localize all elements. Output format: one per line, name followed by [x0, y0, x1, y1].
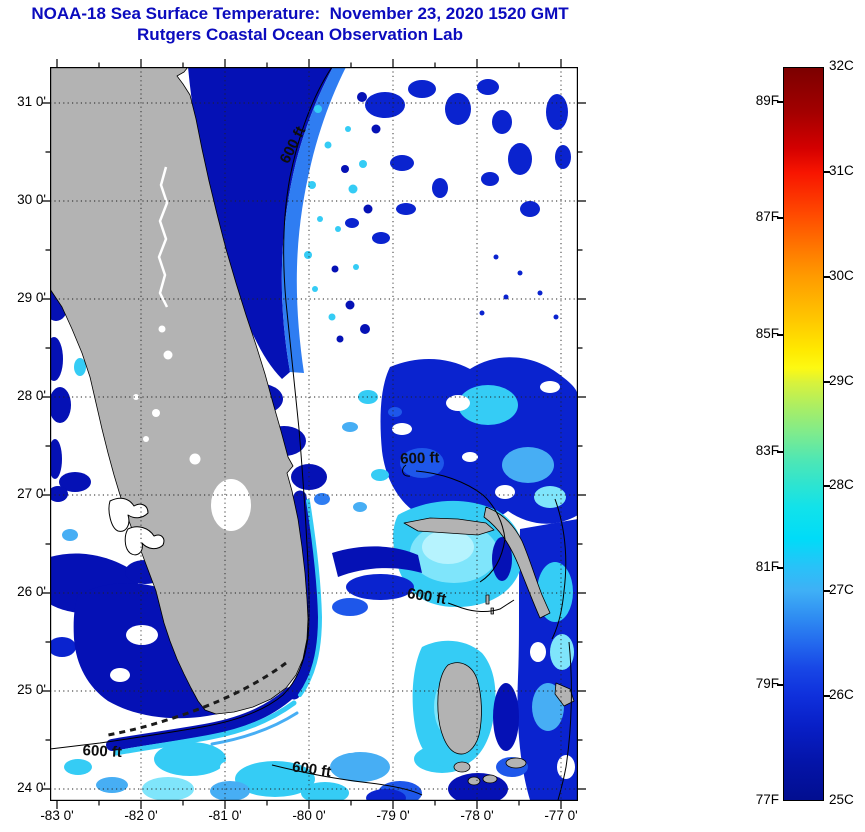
florida-keys	[107, 661, 287, 737]
colorbar-tick	[777, 567, 783, 569]
colorbar-tick	[824, 171, 830, 173]
florida-landmass	[50, 67, 309, 715]
y-tick-label: 30 0'	[17, 192, 46, 207]
x-tick-label: -78 0'	[460, 808, 494, 823]
tampa-bay	[108, 497, 149, 532]
colorbar-tick	[824, 485, 830, 487]
colorbar-celsius-label: 29C	[829, 373, 854, 388]
y-tick-label: 28 0'	[17, 388, 46, 403]
colorbar-tick	[777, 334, 783, 336]
colorbar-celsius-label: 30C	[829, 268, 854, 283]
colorbar-fahrenheit-label: 79F	[755, 676, 779, 691]
x-tick-label: -77 0'	[544, 808, 578, 823]
colorbar-fahrenheit-label: 89F	[755, 93, 779, 108]
colorbar-celsius-label: 27C	[829, 582, 854, 597]
colorbar-tick	[824, 695, 830, 697]
andros-island	[437, 662, 482, 755]
colorbar-tick	[777, 451, 783, 453]
colorbar-tick	[777, 101, 783, 103]
title-block: NOAA-18 Sea Surface Temperature: Novembe…	[0, 3, 600, 45]
plot-frame	[50, 67, 578, 801]
colorbar-tick	[824, 276, 830, 278]
charlotte-harbor	[124, 526, 165, 556]
colorbar-celsius-label: 26C	[829, 687, 854, 702]
temperature-colorbar	[783, 67, 824, 801]
colorbar-celsius-label: 25C	[829, 792, 854, 807]
contour-label-600ft-3: 600 ft	[406, 585, 447, 608]
eleuthera-island	[554, 682, 575, 707]
y-tick-label: 31 0'	[17, 94, 46, 109]
y-tick-label: 24 0'	[17, 780, 46, 795]
colorbar-celsius-label: 31C	[829, 163, 854, 178]
st-johns-river	[157, 166, 169, 308]
figure-title: NOAA-18 Sea Surface Temperature: Novembe…	[31, 4, 569, 23]
abaco-islands	[483, 506, 551, 619]
y-tick-label: 26 0'	[17, 584, 46, 599]
map-plot: 600 ft 600 ft 600 ft 600 ft 600 ft	[42, 59, 586, 809]
gulf-stream-wedge	[188, 67, 333, 379]
colorbar-fahrenheit-label: 85F	[755, 326, 779, 341]
land-layer	[50, 67, 575, 786]
grand-bahama-island	[403, 517, 495, 536]
cloud-gap-blobs	[345, 79, 571, 320]
colorbar-tick	[824, 381, 830, 383]
contour-label-600ft-2: 600 ft	[400, 449, 440, 467]
colorbar-fahrenheit-label: 81F	[755, 559, 779, 574]
colorbar-tick	[777, 684, 783, 686]
colorbar-tick	[824, 590, 830, 592]
x-tick-label: -79 0'	[376, 808, 410, 823]
colorbar-tick	[777, 217, 783, 219]
colorbar-fahrenheit-label: 87F	[755, 209, 779, 224]
inland-water-layer	[133, 166, 251, 531]
new-providence-island	[505, 757, 527, 769]
y-tick-label: 29 0'	[17, 290, 46, 305]
x-tick-label: -81 0'	[208, 808, 242, 823]
contour-label-600ft-5: 600 ft	[291, 758, 332, 780]
colorbar-celsius-label: 32C	[829, 58, 854, 73]
figure-subtitle: Rutgers Coastal Ocean Observation Lab	[137, 25, 463, 44]
colorbar-fahrenheit-label: 77F	[755, 792, 779, 807]
x-tick-label: -80 0'	[292, 808, 326, 823]
x-tick-label: -82 0'	[124, 808, 158, 823]
colorbar-fahrenheit-label: 83F	[755, 443, 779, 458]
map-svg: 600 ft 600 ft 600 ft 600 ft 600 ft	[42, 59, 586, 809]
graticule	[50, 67, 578, 801]
x-tick-label: -83 0'	[40, 808, 74, 823]
bathymetry-contours	[50, 67, 572, 801]
axis-ticks	[42, 59, 586, 809]
y-tick-label: 25 0'	[17, 682, 46, 697]
y-tick-label: 27 0'	[17, 486, 46, 501]
colorbar-celsius-label: 28C	[829, 477, 854, 492]
contour-label-600ft-4: 600 ft	[82, 742, 122, 761]
lake-okeechobee	[211, 479, 251, 531]
